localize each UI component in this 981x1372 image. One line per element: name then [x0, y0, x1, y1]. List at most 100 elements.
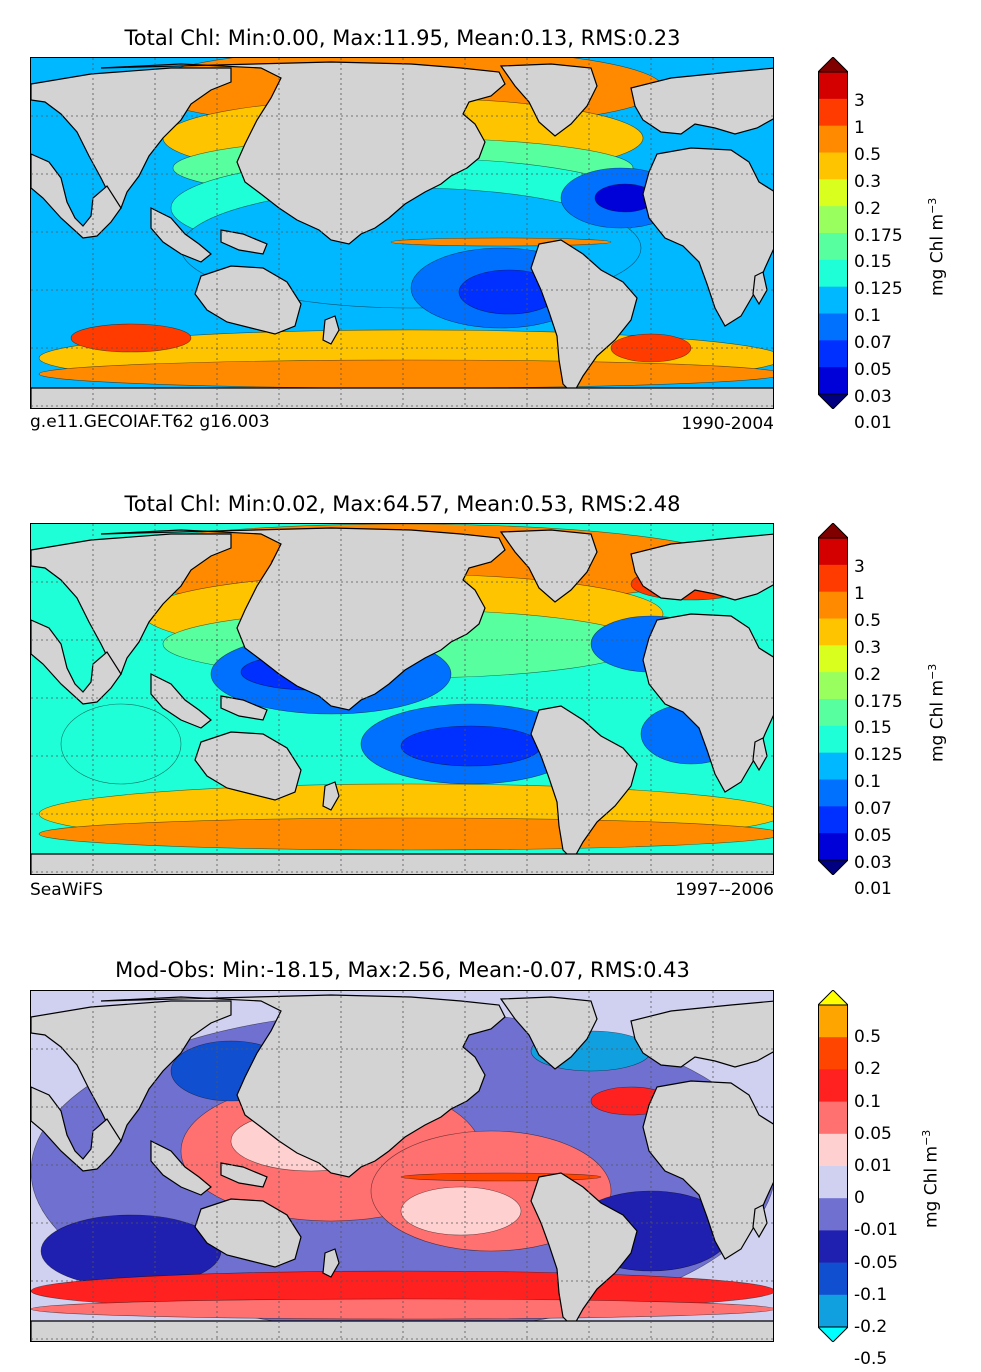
landmass — [31, 619, 122, 705]
colorbar-swatch — [818, 779, 848, 807]
colorbar-tick-label: 0 — [854, 1188, 865, 1209]
colorbar-tick-label: 0.125 — [854, 745, 903, 766]
colorbar-tick-label: -0.05 — [854, 1252, 898, 1273]
colorbar-swatch — [818, 1101, 848, 1135]
colorbar-tick-label: 1 — [854, 118, 865, 139]
landmass — [150, 1140, 212, 1196]
landmass — [220, 229, 268, 255]
panel-model-colorbar — [818, 57, 848, 409]
colorbar-swatch — [818, 725, 848, 754]
landmass — [630, 67, 773, 135]
panel-observed-title: Total Chl: Min:0.02, Max:64.57, Mean:0.5… — [124, 492, 681, 516]
colorbar-tick-label: 0.5 — [854, 611, 882, 632]
colorbar-tick-label: 0.1 — [854, 306, 882, 327]
landmass — [100, 61, 506, 245]
landmass — [499, 996, 598, 1070]
landmass — [530, 705, 638, 861]
colorbar-extend-bottom — [818, 1326, 848, 1342]
colorbar-frame — [818, 537, 848, 861]
colorbar-swatch — [818, 591, 848, 619]
landmass — [642, 147, 773, 327]
seawifs-chlorophyll-map — [31, 524, 773, 874]
colorbar-unit-text: mg Chl m — [921, 1145, 942, 1228]
panel-model-left-caption: g.e11.GECOIAF.T62 g16.003 — [30, 412, 270, 432]
colorbar-tick-label: 0.2 — [854, 1059, 882, 1080]
map-gridlines — [31, 524, 773, 874]
colorbar-tick-label: 0.125 — [854, 279, 903, 300]
landmass — [194, 265, 302, 335]
colorbar-swatch — [818, 1230, 848, 1264]
colorbar-swatch — [818, 313, 848, 341]
colorbar-tick-label: 0.07 — [854, 798, 892, 819]
landmass — [752, 271, 768, 306]
colorbar-swatch — [818, 1005, 848, 1038]
colorbar-tick-label: -0.01 — [854, 1220, 898, 1241]
colorbar-tick-label: 0.175 — [854, 691, 903, 712]
colorbar-swatch — [818, 1294, 848, 1328]
colorbar-tick-label: -0.1 — [854, 1284, 888, 1305]
panel-model-right-caption: 1990-2004 — [681, 414, 774, 434]
map-gridlines — [31, 58, 773, 408]
colorbar-swatch — [818, 618, 848, 646]
panel-model-map — [30, 57, 774, 409]
panel-model: Total Chl: Min:0.00, Max:11.95, Mean:0.1… — [0, 0, 981, 460]
landmass — [31, 533, 232, 676]
ocean-contour-patch — [400, 1186, 522, 1236]
landmass — [220, 695, 268, 721]
ocean-contour-patch — [31, 1298, 773, 1320]
colorbar-swatch — [818, 152, 848, 180]
colorbar-tick-label: 0.3 — [854, 171, 882, 192]
map-gridlines — [31, 991, 773, 1341]
panel-observed: Total Chl: Min:0.02, Max:64.57, Mean:0.5… — [30, 492, 948, 900]
landmass — [100, 527, 506, 711]
colorbar-tick-label: 0.15 — [854, 718, 892, 739]
colorbar-swatch — [818, 98, 848, 127]
colorbar-tick-label: 0.2 — [854, 664, 882, 685]
colorbar-tick-label: 0.1 — [854, 1091, 882, 1112]
landmass — [220, 1162, 268, 1188]
colorbar-tick-label: 0.01 — [854, 1155, 892, 1176]
landmass — [150, 673, 212, 729]
landmass — [322, 315, 340, 345]
landmass — [322, 1248, 340, 1278]
colorbar-frame — [818, 1004, 848, 1328]
colorbar-unit-exponent: −3 — [920, 1129, 933, 1146]
landmass — [530, 1172, 638, 1328]
colorbar-tick-label: 0.05 — [854, 359, 892, 380]
colorbar-tick-label: 0.1 — [854, 772, 882, 793]
colorbar-swatch — [818, 233, 848, 261]
difference-chlorophyll-map — [31, 991, 773, 1341]
panel-model-title: Total Chl: Min:0.00, Max:11.95, Mean:0.1… — [124, 26, 681, 50]
colorbar-swatch — [818, 1069, 848, 1103]
colorbar-tick-label: 3 — [854, 91, 865, 112]
colorbar-tick-label: 0.05 — [854, 825, 892, 846]
panel-difference-colorbar-unit: mg Chl m−3 — [920, 1130, 942, 1228]
landmass — [499, 529, 598, 603]
colorbar-swatch — [818, 538, 848, 566]
colorbar-swatch — [818, 833, 848, 861]
panel-difference-title: Mod-Obs: Min:-18.15, Max:2.56, Mean:-0.0… — [115, 958, 690, 982]
landmass — [630, 533, 773, 601]
landmass — [31, 1000, 232, 1143]
landmass — [31, 153, 122, 239]
colorbar-tick-label: 0.03 — [854, 386, 892, 407]
landmass — [642, 1080, 773, 1260]
landmass — [322, 781, 340, 811]
colorbar-swatch — [818, 1262, 848, 1296]
colorbar-tick-label: 0.15 — [854, 252, 892, 273]
model-chlorophyll-map — [31, 58, 773, 408]
colorbar-tick-label: -0.2 — [854, 1316, 888, 1337]
colorbar-extend-top — [818, 990, 848, 1006]
colorbar-swatch — [818, 1037, 848, 1070]
colorbar-tick-label: 0.01 — [854, 879, 892, 900]
colorbar-swatch — [818, 286, 848, 314]
colorbar-tick-label: 1 — [854, 584, 865, 605]
colorbar-tick-label: 0.07 — [854, 332, 892, 353]
panel-observed-map — [30, 523, 774, 875]
panel-observed-colorbar — [818, 523, 848, 875]
landmass — [752, 737, 768, 772]
colorbar-swatch — [818, 672, 848, 700]
landmass — [752, 1204, 768, 1239]
colorbar-swatch — [818, 340, 848, 368]
